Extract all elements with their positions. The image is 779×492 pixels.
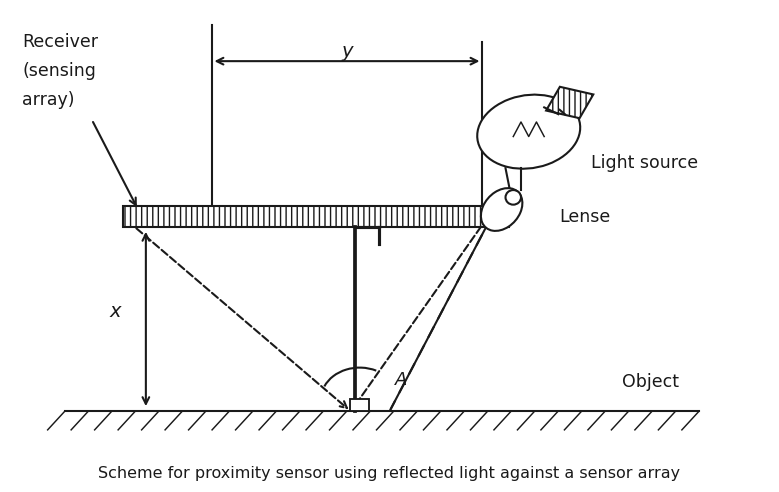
FancyBboxPatch shape xyxy=(546,87,594,118)
Bar xyxy=(122,206,509,226)
Text: A: A xyxy=(395,371,407,389)
Text: Receiver: Receiver xyxy=(22,32,98,51)
Text: array): array) xyxy=(22,91,75,109)
Ellipse shape xyxy=(506,190,521,205)
Text: (sensing: (sensing xyxy=(22,62,96,80)
Text: Lense: Lense xyxy=(559,208,611,226)
Ellipse shape xyxy=(478,94,580,169)
Text: y: y xyxy=(341,42,353,61)
Text: x: x xyxy=(109,302,121,321)
Ellipse shape xyxy=(481,188,523,231)
Text: Scheme for proximity sensor using reflected light against a sensor array: Scheme for proximity sensor using reflec… xyxy=(98,466,681,481)
Text: Light source: Light source xyxy=(590,154,698,172)
Bar xyxy=(350,399,369,411)
Text: Object: Object xyxy=(622,373,679,391)
